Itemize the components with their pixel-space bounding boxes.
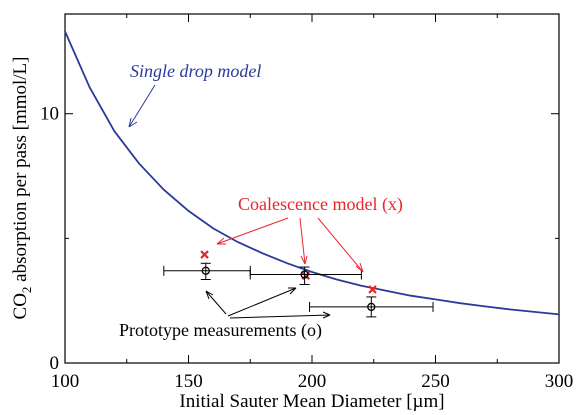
annotation-coalescence-model: Coalescence model (x) xyxy=(238,194,403,215)
arrow-coalescence-3 xyxy=(317,217,364,273)
chart-marks xyxy=(64,31,560,318)
prototype-measurement-point xyxy=(201,266,210,275)
coalescence-x-stroke xyxy=(368,285,377,294)
coalescence-x-stroke xyxy=(200,250,209,259)
y-axis-label: CO2 absorption per pass [mmol/L] xyxy=(10,57,34,320)
arrowhead-coalescence-2 xyxy=(300,255,308,265)
x-tick-label: 300 xyxy=(545,371,574,392)
arrowhead-single-drop-model xyxy=(128,117,138,128)
arrow-prototype-1 xyxy=(205,290,227,315)
x-tick-label: 250 xyxy=(421,371,450,392)
arrow-prototype-3 xyxy=(229,314,331,319)
annotation-single-drop-model: Single drop model xyxy=(130,61,261,81)
arrow-coalescence-2 xyxy=(299,217,306,265)
y-axis-label-subscript: 2 xyxy=(19,287,34,294)
tick-labels: 100 150 200 250 300 0 10 xyxy=(40,104,573,392)
arrowhead-coalescence-1 xyxy=(216,237,226,245)
arrowhead-prototype-1 xyxy=(205,290,214,300)
arrow-prototype-2 xyxy=(227,287,297,317)
x-tick-label: 150 xyxy=(174,371,203,392)
annotations: Single drop model Coalescence model (x) … xyxy=(119,61,403,341)
x-axis-label: Initial Sauter Mean Diameter [µm] xyxy=(179,391,444,412)
arrowhead-prototype-2 xyxy=(288,287,297,295)
y-tick-label: 10 xyxy=(40,104,59,125)
prototype-measurement-point xyxy=(367,302,376,312)
arrowhead-prototype-3 xyxy=(322,311,331,319)
arrowhead-coalescence-3 xyxy=(355,262,364,273)
arrow-coalescence-1 xyxy=(216,217,289,245)
axis-ticks xyxy=(64,14,560,364)
coalescence-model-point xyxy=(200,250,209,259)
y-tick-label: 0 xyxy=(50,353,60,374)
coalescence-model-point xyxy=(368,285,377,294)
single-drop-model-curve xyxy=(64,31,560,316)
annotation-prototype-measurements: Prototype measurements (o) xyxy=(119,320,322,341)
y-axis-label-prefix: CO xyxy=(10,293,31,319)
x-tick-label: 100 xyxy=(51,371,80,392)
x-tick-label: 200 xyxy=(298,371,327,392)
y-axis-label-suffix: absorption per pass [mmol/L] xyxy=(10,57,31,287)
prototype-measurement-point xyxy=(300,270,309,279)
arrow-single-drop-model xyxy=(128,84,156,128)
